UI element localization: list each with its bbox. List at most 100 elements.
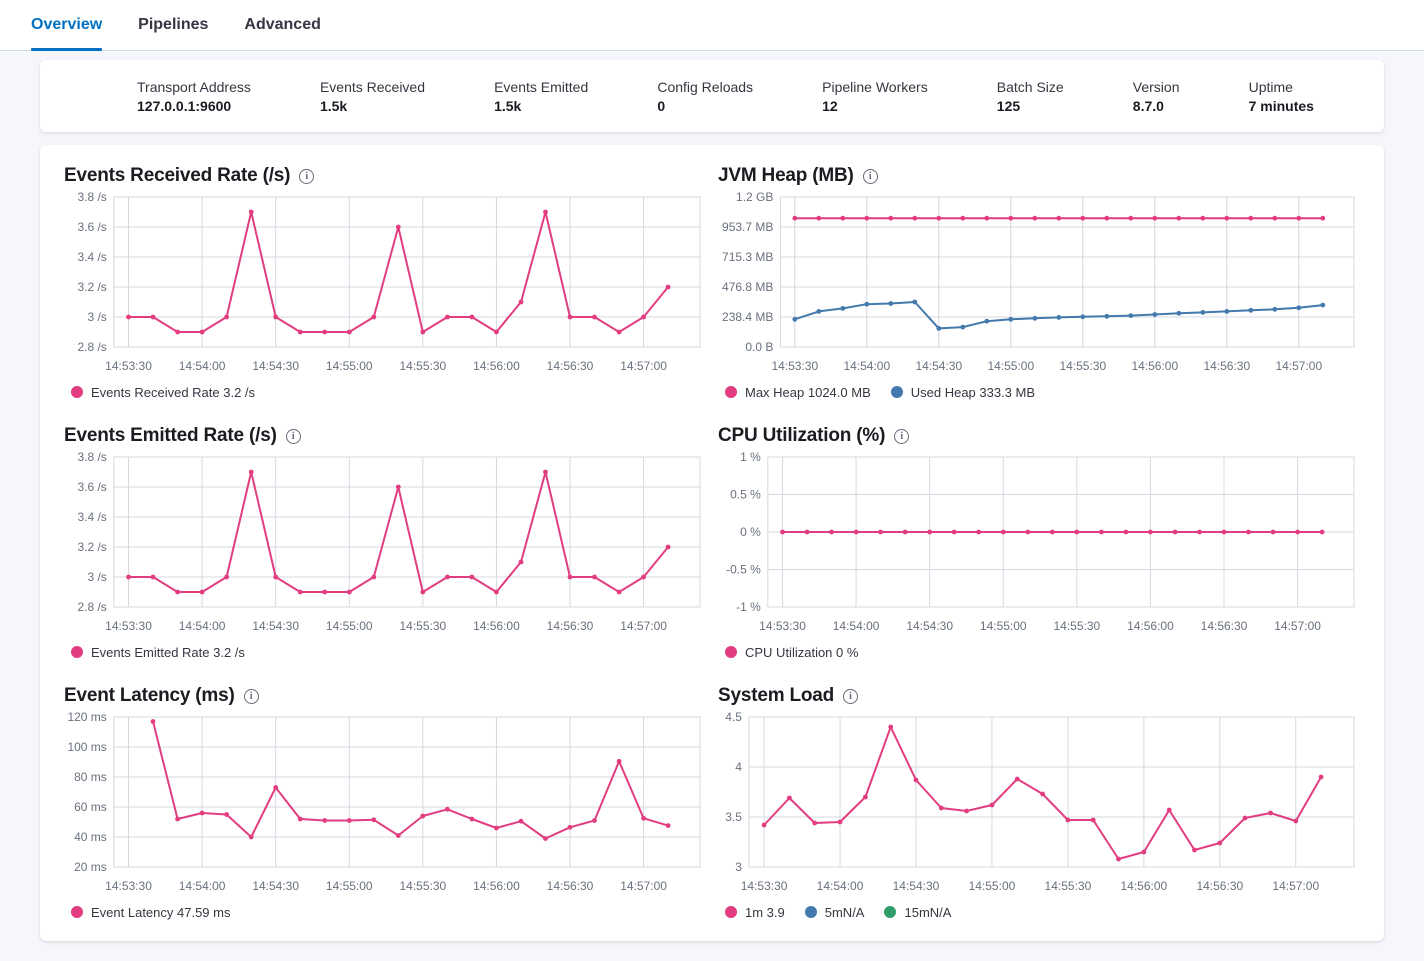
legend-item: Events Emitted Rate 3.2 /s	[71, 645, 245, 660]
info-icon[interactable]: i	[862, 168, 878, 184]
info-icon[interactable]: i	[299, 168, 315, 184]
svg-text:14:55:00: 14:55:00	[969, 879, 1016, 893]
svg-text:60 ms: 60 ms	[74, 800, 107, 814]
chart-jvm-heap: JVM Heap (MB) i 14:53:30 14:54:00 14:54:30…	[718, 165, 1362, 403]
svg-text:14:53:30: 14:53:30	[741, 879, 788, 893]
legend-label: 5mN/A	[824, 904, 865, 920]
line-chart[interactable]: 14:53:30 14:54:00 14:54:30 14:55:00 14:55:30…	[64, 710, 708, 899]
info-icon[interactable]: i	[894, 428, 910, 444]
legend-color-dot	[725, 906, 737, 918]
stat-label: Uptime	[1248, 78, 1293, 95]
svg-text:40 ms: 40 ms	[74, 830, 107, 844]
stat-label: Events Received	[319, 78, 426, 95]
svg-text:3: 3	[735, 860, 742, 874]
legend-item: Used Heap 333.3 MB	[890, 385, 1035, 400]
tab-advanced[interactable]: Advanced	[244, 16, 321, 33]
svg-text:14:55:00: 14:55:00	[980, 619, 1027, 633]
info-icon[interactable]: i	[243, 688, 259, 704]
line-chart[interactable]: 14:53:30 14:54:00 14:54:30 14:55:00 14:55:30…	[718, 450, 1362, 639]
svg-text:14:57:00: 14:57:00	[620, 879, 667, 893]
svg-text:14:55:30: 14:55:30	[1053, 619, 1100, 633]
legend-label: 1m 3.9	[745, 904, 785, 920]
line-chart[interactable]: 14:53:30 14:54:00 14:54:30 14:55:00 14:55:30…	[64, 190, 708, 379]
svg-text:14:56:00: 14:56:00	[1121, 879, 1168, 893]
svg-text:14:54:00: 14:54:00	[817, 879, 864, 893]
svg-text:14:55:30: 14:55:30	[1045, 879, 1092, 893]
svg-text:14:56:00: 14:56:00	[473, 619, 520, 633]
legend-item: Event Latency 47.59 ms	[71, 905, 230, 920]
legend-item: Events Received Rate 3.2 /s	[71, 385, 255, 400]
svg-text:3.8 /s: 3.8 /s	[77, 191, 106, 204]
svg-text:14:56:30: 14:56:30	[547, 619, 594, 633]
svg-text:14:53:30: 14:53:30	[105, 619, 152, 633]
svg-text:14:56:30: 14:56:30	[1201, 619, 1248, 633]
svg-text:14:55:00: 14:55:00	[326, 879, 373, 893]
chart-legend: Events Received Rate 3.2 /s	[64, 381, 708, 403]
svg-text:14:55:30: 14:55:30	[399, 879, 446, 893]
svg-text:14:56:30: 14:56:30	[1196, 879, 1243, 893]
svg-text:14:53:30: 14:53:30	[105, 879, 152, 893]
chart-title: JVM Heap (MB)	[718, 165, 854, 186]
legend-item: CPU Utilization 0 %	[725, 645, 858, 660]
svg-text:14:57:00: 14:57:00	[1275, 359, 1322, 373]
svg-text:4: 4	[735, 760, 742, 774]
svg-text:4.5: 4.5	[725, 711, 742, 724]
tab-overview[interactable]: Overview	[31, 0, 103, 51]
chart-events-emitted-rate: Events Emitted Rate (/s) i 14:53:30 14:54…	[64, 425, 708, 663]
svg-text:14:55:00: 14:55:00	[987, 359, 1034, 373]
stat-events-emitted: Events Emitted 1.5k	[494, 79, 588, 114]
legend-label: CPU Utilization 0 %	[745, 644, 859, 660]
svg-text:14:56:00: 14:56:00	[1131, 359, 1178, 373]
svg-text:14:53:30: 14:53:30	[771, 359, 818, 373]
svg-text:-0.5 %: -0.5 %	[726, 563, 761, 577]
chart-legend: CPU Utilization 0 %	[718, 641, 1362, 663]
line-chart[interactable]: 14:53:30 14:54:00 14:54:30 14:55:00 14:55:30…	[718, 710, 1362, 899]
svg-text:238.4 MB: 238.4 MB	[722, 310, 773, 324]
line-chart[interactable]: 14:53:30 14:54:00 14:54:30 14:55:00 14:55:30…	[64, 450, 708, 639]
svg-text:-1 %: -1 %	[736, 600, 761, 614]
svg-text:100 ms: 100 ms	[67, 740, 106, 754]
svg-text:14:54:30: 14:54:30	[893, 879, 940, 893]
legend-color-dot	[804, 906, 817, 918]
stat-batch-size: Batch Size 125	[997, 79, 1064, 114]
stat-label: Pipeline Workers	[822, 78, 928, 95]
stat-value: 1.5k	[494, 97, 522, 114]
info-icon[interactable]: i	[843, 688, 859, 704]
legend-label: 15mN/A	[904, 904, 952, 920]
svg-text:14:54:30: 14:54:30	[252, 619, 299, 633]
svg-text:0 %: 0 %	[740, 525, 761, 539]
svg-text:14:55:00: 14:55:00	[326, 359, 373, 373]
svg-text:3.4 /s: 3.4 /s	[77, 510, 106, 524]
stat-value: 125	[996, 97, 1021, 114]
svg-text:1.2 GB: 1.2 GB	[736, 191, 773, 204]
svg-text:715.3 MB: 715.3 MB	[722, 250, 773, 264]
svg-text:14:55:00: 14:55:00	[326, 619, 373, 633]
stat-pipeline-workers: Pipeline Workers 12	[822, 79, 928, 114]
chart-event-latency: Event Latency (ms) i 14:53:30 14:54:00 14:…	[64, 685, 708, 923]
stat-transport-address: Transport Address 127.0.0.1:9600	[137, 79, 251, 114]
svg-text:14:56:00: 14:56:00	[1127, 619, 1174, 633]
legend-color-dot	[725, 386, 737, 398]
svg-text:14:53:30: 14:53:30	[759, 619, 806, 633]
svg-text:14:55:30: 14:55:30	[1059, 359, 1106, 373]
tab-pipelines[interactable]: Pipelines	[138, 16, 209, 33]
legend-label: Event Latency 47.59 ms	[91, 904, 231, 920]
info-icon[interactable]: i	[285, 428, 301, 444]
chart-title: Events Received Rate (/s)	[64, 165, 291, 186]
svg-text:3.6 /s: 3.6 /s	[77, 220, 106, 234]
legend-color-dot	[890, 386, 903, 398]
line-chart[interactable]: 14:53:30 14:54:00 14:54:30 14:55:00 14:55:30…	[718, 190, 1362, 379]
stat-version: Version 8.7.0	[1133, 79, 1180, 114]
charts-panel: Events Received Rate (/s) i 14:53:30 14:5…	[40, 145, 1384, 941]
svg-text:953.7 MB: 953.7 MB	[722, 220, 773, 234]
svg-text:3 /s: 3 /s	[87, 310, 106, 324]
chart-legend: Event Latency 47.59 ms	[64, 901, 708, 923]
chart-legend: Max Heap 1024.0 MB Used Heap 333.3 MB	[718, 381, 1362, 403]
svg-text:14:57:00: 14:57:00	[1274, 619, 1321, 633]
svg-text:2.8 /s: 2.8 /s	[77, 340, 106, 354]
svg-text:0.0 B: 0.0 B	[745, 340, 773, 354]
legend-label: Events Received Rate 3.2 /s	[91, 384, 256, 400]
svg-text:14:54:30: 14:54:30	[906, 619, 953, 633]
legend-item: 1m 3.9	[725, 905, 785, 920]
svg-text:3.8 /s: 3.8 /s	[77, 451, 106, 464]
